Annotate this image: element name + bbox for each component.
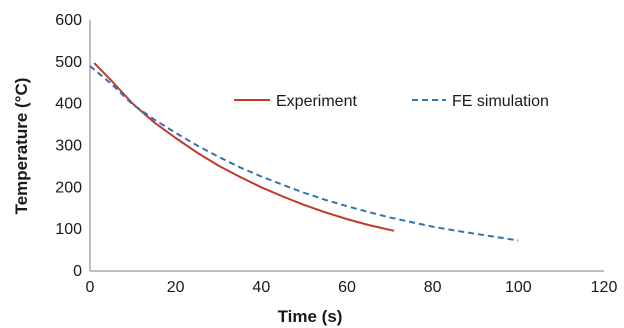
legend-label-fe-simulation: FE simulation <box>452 93 549 110</box>
y-axis-title: Temperature (°C) <box>12 78 31 215</box>
x-axis-title: Time (s) <box>278 307 343 326</box>
y-tick-label: 200 <box>55 179 82 196</box>
legend: Experiment FE simulation <box>234 93 549 110</box>
legend-label-experiment: Experiment <box>276 93 357 110</box>
x-tick-label: 80 <box>424 279 442 296</box>
y-tick-labels: 0 100 200 300 400 500 600 <box>55 12 82 280</box>
y-tick-label: 0 <box>73 263 82 280</box>
series-line-experiment <box>93 62 395 232</box>
x-tick-label: 40 <box>252 279 270 296</box>
y-tick-label: 300 <box>55 138 82 155</box>
x-tick-label: 60 <box>338 279 356 296</box>
x-tick-label: 120 <box>591 279 618 296</box>
x-tick-labels: 0 20 40 60 80 100 120 <box>86 279 618 296</box>
x-tick-label: 100 <box>505 279 532 296</box>
axes <box>89 20 604 272</box>
y-tick-label: 600 <box>55 12 82 29</box>
y-tick-label: 100 <box>55 221 82 238</box>
series-line-fe-simulation <box>89 65 519 242</box>
y-tick-label: 500 <box>55 54 82 71</box>
y-tick-label: 400 <box>55 96 82 113</box>
x-tick-label: 20 <box>167 279 185 296</box>
series-layer <box>89 62 519 242</box>
x-tick-label: 0 <box>86 279 95 296</box>
